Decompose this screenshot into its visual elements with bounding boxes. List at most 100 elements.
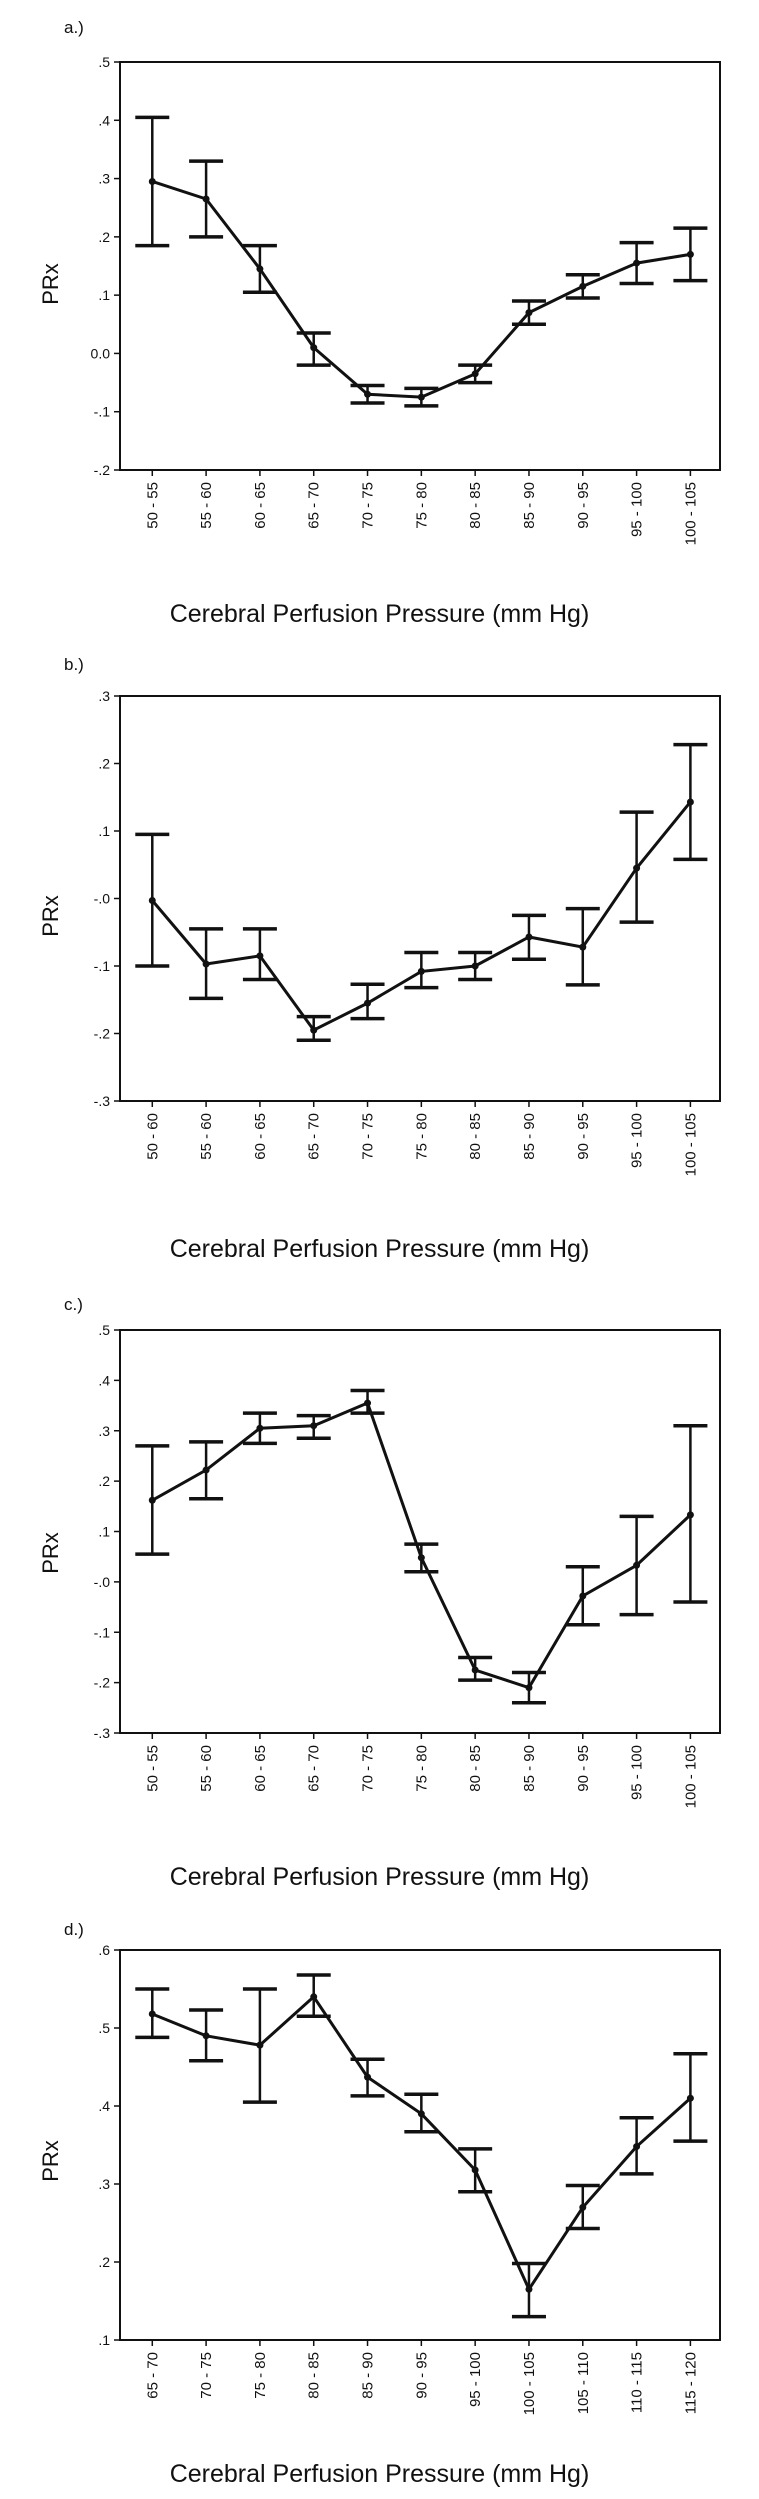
data-point <box>633 2143 641 2151</box>
data-point <box>686 250 694 258</box>
y-tick-label: .5 <box>98 1322 110 1338</box>
y-tick-label: -.2 <box>94 462 111 478</box>
data-point <box>525 933 533 941</box>
y-tick-label: .3 <box>98 1423 110 1439</box>
x-tick-label: 100 - 105 <box>521 2352 538 2415</box>
panel-label: a.) <box>64 18 84 37</box>
x-tick-label: 95 - 100 <box>629 1745 646 1800</box>
data-point <box>148 897 156 905</box>
data-point <box>202 1466 210 1474</box>
y-tick-label: .4 <box>98 1372 110 1388</box>
chart-svg: -.3 -.2 -.1 -.0 .1 .2 .3 .4 .5 50 - 55 55 - 60 60 -… <box>94 1322 721 1808</box>
panel-label: b.) <box>64 655 84 674</box>
x-tick-label: 60 - 65 <box>252 1113 269 1160</box>
data-point <box>471 1666 479 1674</box>
data-point <box>417 2110 425 2118</box>
x-axis-label: Cerebral Perfusion Pressure (mm Hg) <box>169 1235 590 1263</box>
x-tick-label: 65 - 70 <box>306 1745 323 1792</box>
panel-label: d.) <box>64 1920 84 1939</box>
x-axis-label: Cerebral Perfusion Pressure (mm Hg) <box>169 600 590 628</box>
x-tick-label: 65 - 70 <box>306 482 323 529</box>
x-tick-label: 55 - 60 <box>198 1113 215 1160</box>
data-point <box>202 195 210 203</box>
x-tick-label: 95 - 100 <box>467 2352 484 2407</box>
y-tick-label: .1 <box>98 2332 110 2348</box>
data-point <box>364 2073 372 2081</box>
chart-svg: -.2 -.1 0.0 .1 .2 .3 .4 .5 50 - 55 55 - 60 60 - 65… <box>91 54 721 545</box>
data-point <box>364 999 372 1007</box>
data-point <box>579 2203 587 2211</box>
y-tick-label: -.0 <box>94 1574 111 1590</box>
x-tick-label: 85 - 90 <box>521 482 538 529</box>
x-tick-label: 50 - 55 <box>144 1745 161 1792</box>
x-tick-label: 50 - 60 <box>144 1113 161 1160</box>
x-tick-label: 65 - 70 <box>144 2352 161 2399</box>
x-tick-label: 60 - 65 <box>252 482 269 529</box>
chart-panel-b: b.) PRx -.3 -.2 -.1 -.0.1.2.3 50 - 60 55 - 60… <box>0 655 759 1280</box>
y-tick-label: .3 <box>98 2176 110 2192</box>
data-point <box>471 2166 479 2174</box>
x-tick-label: 90 - 95 <box>575 1745 592 1792</box>
data-point <box>256 952 264 960</box>
y-tick-label: -.3 <box>94 1725 111 1741</box>
x-tick-label: 70 - 75 <box>198 2352 215 2399</box>
x-tick-label: 90 - 95 <box>575 482 592 529</box>
x-tick-label: 110 - 115 <box>629 2352 646 2413</box>
x-tick-label: 55 - 60 <box>198 1745 215 1792</box>
chart-panel-c: c.) PRx -.3 -.2 -.1 -.0.1.2.3.4.5 50 - 55 55 … <box>0 1295 759 1900</box>
x-tick-label: 75 - 80 <box>413 1745 430 1792</box>
x-tick-label: 80 - 85 <box>467 1113 484 1160</box>
data-point <box>148 177 156 185</box>
data-point <box>579 1592 587 1600</box>
panel-label: c.) <box>64 1295 83 1314</box>
data-point <box>310 1993 318 2001</box>
data-point <box>525 2285 533 2293</box>
y-tick-label: 0.0 <box>91 345 111 361</box>
data-point <box>310 1026 318 1034</box>
y-tick-label: .3 <box>98 688 110 704</box>
plot-frame <box>119 695 721 1102</box>
chart-panel-a: a.) PRx -.2 -.1 0.0.1.2.3.4.5 50 - 55 55 - 6… <box>0 18 759 643</box>
x-tick-label: 70 - 75 <box>360 1745 377 1792</box>
chart-svg: .1 .2 .3 .4 .5 .6 65 - 70 70 - 75 75 - 80 80 - 85… <box>98 1942 721 2415</box>
y-tick-label: .5 <box>98 54 110 70</box>
data-point <box>417 967 425 975</box>
y-tick-label: -.1 <box>94 958 111 974</box>
data-point <box>364 1399 372 1407</box>
data-point <box>525 1684 533 1692</box>
plot-frame <box>119 1329 721 1734</box>
plot-frame <box>119 1949 721 2341</box>
data-point <box>579 282 587 290</box>
data-point <box>686 2094 694 2102</box>
x-tick-label: 105 - 110 <box>575 2352 592 2414</box>
series-line <box>151 1994 692 2293</box>
y-tick-label: -.1 <box>94 1624 111 1640</box>
y-tick-label: .5 <box>98 2020 110 2036</box>
x-tick-label: 90 - 95 <box>413 2352 430 2399</box>
x-tick-label: 80 - 85 <box>306 2352 323 2399</box>
x-tick-label: 65 - 70 <box>306 1113 323 1160</box>
y-tick-label: .2 <box>98 1473 110 1489</box>
x-tick-label: 70 - 75 <box>360 482 377 529</box>
data-point <box>310 344 318 352</box>
x-tick-label: 95 - 100 <box>629 482 646 537</box>
data-point <box>148 1496 156 1504</box>
x-tick-label: 100 - 105 <box>682 482 699 545</box>
y-tick-label: .1 <box>98 1524 110 1540</box>
data-point <box>686 1511 694 1519</box>
y-tick-label: .2 <box>98 2254 110 2270</box>
data-point <box>525 309 533 317</box>
y-tick-label: .6 <box>98 1942 110 1958</box>
y-tick-label: .3 <box>98 171 110 187</box>
data-point <box>579 943 587 951</box>
x-tick-label: 80 - 85 <box>467 1745 484 1792</box>
series-line <box>151 180 691 399</box>
y-tick-label: .2 <box>98 229 110 245</box>
x-tick-label: 85 - 90 <box>521 1745 538 1792</box>
y-tick-label: .1 <box>98 823 110 839</box>
x-tick-label: 95 - 100 <box>629 1113 646 1168</box>
y-tick-label: .4 <box>98 2098 110 2114</box>
data-point <box>633 864 641 872</box>
series-line <box>151 801 692 1033</box>
y-tick-label: .2 <box>98 756 110 772</box>
